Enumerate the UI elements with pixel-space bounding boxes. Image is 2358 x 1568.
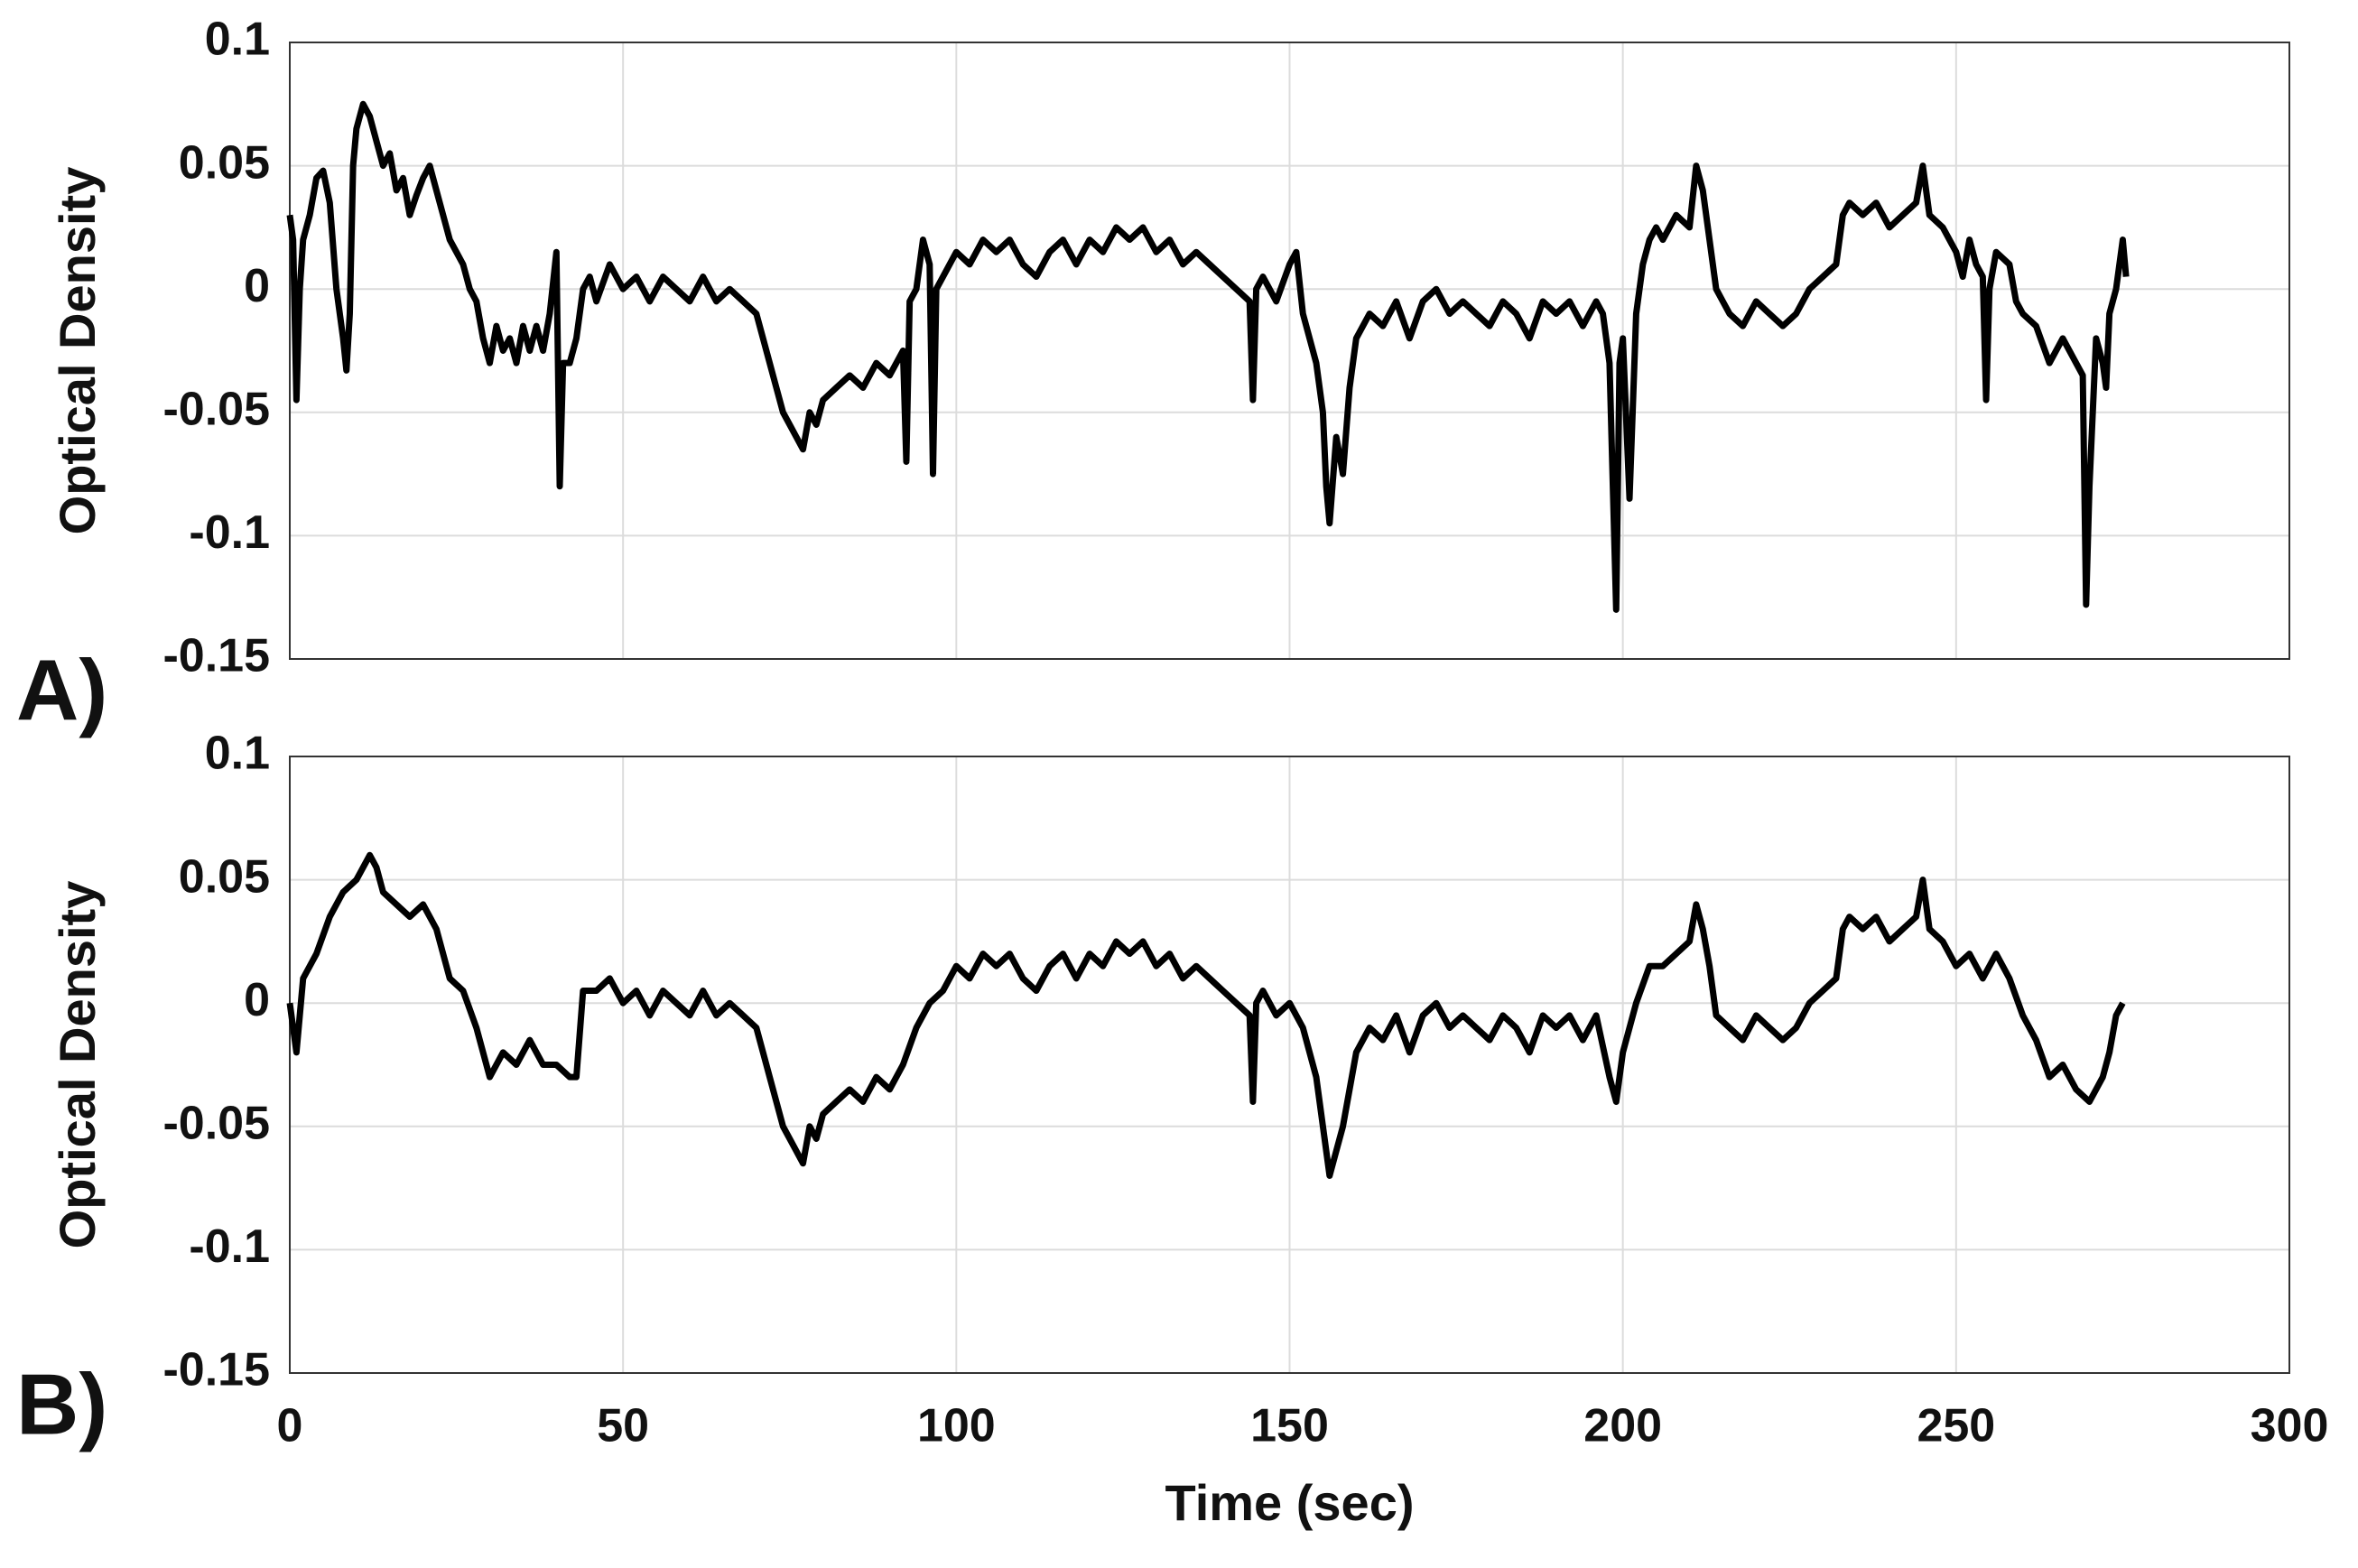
- panel-label: B): [16, 1356, 107, 1452]
- y-tick-label: 0.05: [179, 850, 270, 903]
- y-tick-label: -0.05: [162, 384, 270, 436]
- y-tick-label: -0.1: [189, 506, 270, 559]
- x-tick-label: 0: [277, 1400, 303, 1452]
- y-tick-label: -0.1: [189, 1220, 270, 1273]
- y-tick-label: -0.15: [162, 1344, 270, 1396]
- y-tick-label: 0: [244, 260, 270, 312]
- x-tick-label: 100: [917, 1400, 996, 1452]
- data-line: [286, 851, 2126, 1179]
- y-tick-label: -0.15: [162, 630, 270, 682]
- y-tick-label: 0.05: [179, 136, 270, 189]
- y-axis-label: Optical Density: [49, 881, 106, 1249]
- panel-label: A): [16, 642, 107, 738]
- axes-frame: [289, 42, 2290, 660]
- x-tick-label: 150: [1250, 1400, 1329, 1452]
- x-axis-label: Time (sec): [1165, 1474, 1415, 1531]
- x-tick-label: 300: [2251, 1400, 2329, 1452]
- x-tick-label: 200: [1583, 1400, 1662, 1452]
- y-axis-label: Optical Density: [49, 167, 106, 535]
- y-tick-label: 0.1: [205, 14, 270, 66]
- x-tick-label: 50: [597, 1400, 649, 1452]
- y-tick-label: 0: [244, 974, 270, 1026]
- y-tick-label: 0.1: [205, 728, 270, 780]
- axes-frame: [289, 756, 2290, 1374]
- data-line: [286, 100, 2130, 613]
- x-tick-label: 250: [1917, 1400, 1995, 1452]
- y-tick-label: -0.05: [162, 1098, 270, 1150]
